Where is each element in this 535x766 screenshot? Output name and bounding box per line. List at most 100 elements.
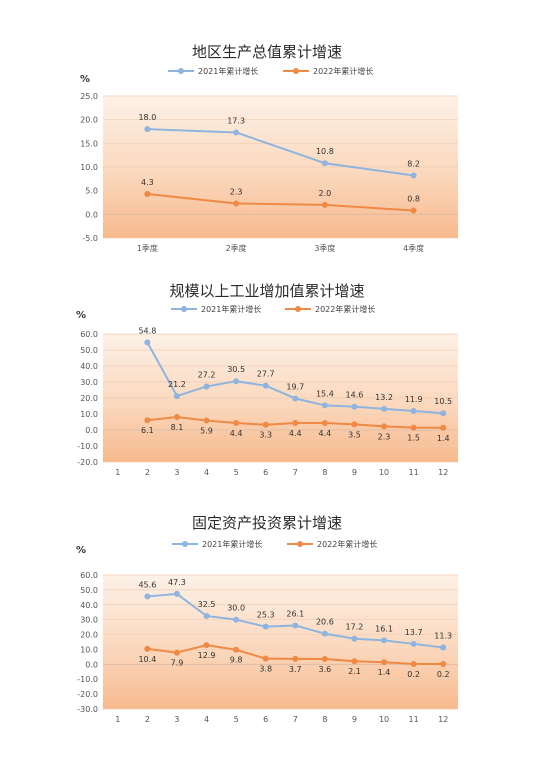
- data-point: [410, 424, 417, 431]
- data-point: [381, 659, 388, 666]
- chart-1: 地区生产总值累计增速% 2021年累计增长 2022年累计增长 -5.0 0.0 5.0 1…: [80, 43, 458, 253]
- x-tick-label: 11: [409, 468, 419, 477]
- data-label: 21.2: [168, 380, 186, 389]
- y-tick-label: 10.0: [80, 163, 98, 172]
- series-1: 54.8 21.2 27.2 30.5 27.7 19.7 15.4 14.6 13.2 11.9…: [138, 326, 452, 417]
- series-1: 45.6 47.3 32.5 30.0 25.3 26.1 20.6 17.2 16.1 13.7…: [138, 578, 452, 651]
- data-label: 54.8: [138, 326, 156, 335]
- y-tick-label: -10.0: [77, 675, 98, 684]
- data-label: 6.1: [141, 426, 154, 435]
- y-tick-label: 20.0: [80, 631, 98, 640]
- data-label: 3.8: [259, 665, 272, 674]
- chart-3: 固定资产投资累计增速% 2021年累计增长 2022年累计增长 -30.0 -20.0 -…: [76, 514, 458, 724]
- data-point: [381, 405, 388, 412]
- data-point: [233, 646, 240, 653]
- data-label: 1.4: [378, 668, 391, 677]
- x-tick-label: 6: [263, 715, 268, 724]
- legend-label: 2021年累计增长: [198, 66, 258, 76]
- data-label: 4.4: [319, 429, 332, 438]
- y-tick-label: 30.0: [80, 616, 98, 625]
- x-tick-label: 3: [174, 715, 179, 724]
- data-point: [410, 172, 417, 179]
- data-point: [321, 201, 328, 208]
- y-tick-label: 50.0: [80, 346, 98, 355]
- data-point: [410, 407, 417, 414]
- data-label: 11.3: [434, 632, 452, 641]
- y-tick-label: -5.0: [82, 234, 98, 243]
- data-point: [262, 421, 269, 428]
- data-label: 4.4: [289, 429, 302, 438]
- x-tick-label: 9: [352, 468, 357, 477]
- legend-marker: [178, 68, 184, 74]
- data-point: [203, 612, 210, 619]
- data-point: [292, 622, 299, 629]
- data-label: 4.4: [230, 429, 243, 438]
- x-tick-label: 9: [352, 715, 357, 724]
- x-tick-label: 12: [438, 715, 448, 724]
- x-tick-label: 2季度: [226, 243, 247, 253]
- x-tick-label: 4季度: [403, 243, 424, 253]
- x-tick-label: 8: [322, 468, 327, 477]
- x-tick-label: 2: [145, 715, 150, 724]
- data-point: [381, 637, 388, 644]
- legend-entry: 2021年累计增长: [172, 539, 262, 549]
- series-2: 6.1 8.1 5.9 4.4 3.3 4.4 4.4 3.5 2.3 1.5 1.4: [141, 414, 450, 443]
- data-label: 2.3: [378, 432, 391, 441]
- data-label: 16.1: [375, 624, 393, 633]
- unit-label: %: [76, 310, 86, 321]
- data-point: [203, 417, 210, 424]
- data-label: 20.6: [316, 618, 334, 627]
- chart-title: 固定资产投资累计增速: [192, 514, 342, 532]
- x-tick-label: 11: [409, 715, 419, 724]
- chart-title: 规模以上工业增加值累计增速: [169, 282, 364, 300]
- x-tick-label: 4: [204, 468, 209, 477]
- data-point: [381, 423, 388, 430]
- legend-label: 2022年累计增长: [315, 304, 375, 314]
- data-label: 30.0: [227, 604, 245, 613]
- data-label: 47.3: [168, 578, 186, 587]
- data-label: 15.4: [316, 389, 334, 398]
- data-point: [351, 421, 358, 428]
- y-tick-label: 15.0: [80, 139, 98, 148]
- data-point: [321, 402, 328, 409]
- data-label: 14.6: [346, 391, 364, 400]
- y-tick-label: 5.0: [85, 187, 98, 196]
- y-tick-label: -20.0: [77, 690, 98, 699]
- data-label: 10.4: [138, 655, 156, 664]
- data-point: [321, 630, 328, 637]
- x-tick-label: 2: [145, 468, 150, 477]
- data-label: 13.2: [375, 393, 393, 402]
- data-point: [410, 661, 417, 668]
- data-label: 13.7: [405, 628, 423, 637]
- legend-entry: 2022年累计增长: [285, 304, 375, 314]
- chart-title: 地区生产总值累计增速: [192, 43, 342, 61]
- x-tick-label: 6: [263, 468, 268, 477]
- data-label: 17.2: [346, 623, 364, 632]
- data-label: 27.7: [257, 370, 275, 379]
- data-label: 19.7: [286, 382, 304, 391]
- data-label: 1.5: [407, 434, 420, 443]
- x-tick-label: 1: [115, 715, 120, 724]
- data-point: [321, 655, 328, 662]
- data-label: 10.8: [316, 147, 334, 156]
- data-point: [351, 658, 358, 665]
- legend-entry: 2022年累计增长: [283, 66, 373, 76]
- y-tick-label: 0.0: [85, 426, 98, 435]
- data-point: [144, 339, 151, 346]
- data-point: [351, 635, 358, 642]
- data-label: 0.2: [437, 670, 450, 679]
- series-line: [147, 192, 414, 212]
- data-label: 3.7: [289, 665, 302, 674]
- data-label: 12.9: [198, 651, 216, 660]
- series-line: [147, 128, 414, 177]
- data-label: 7.9: [171, 659, 184, 668]
- unit-label: %: [76, 545, 86, 556]
- data-label: 3.6: [319, 665, 332, 674]
- series-2: 10.4 7.9 12.9 9.8 3.8 3.7 3.6 2.1 1.4 0.2 0.2: [138, 642, 450, 679]
- data-point: [233, 378, 240, 385]
- data-point: [440, 661, 447, 668]
- x-tick-label: 4: [204, 715, 209, 724]
- legend-marker: [182, 541, 188, 547]
- legend-entry: 2022年累计增长: [287, 539, 377, 549]
